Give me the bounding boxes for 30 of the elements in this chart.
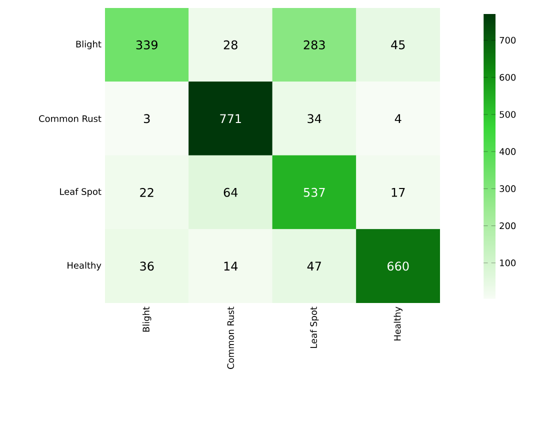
data-label: 45	[391, 40, 405, 50]
x-tick-label: Leaf Spot	[310, 306, 319, 348]
data-label: 14	[224, 262, 238, 270]
y-tick-label: Healthy	[68, 262, 102, 270]
x-tick-label: Blight	[142, 306, 152, 332]
color-bar-label: 400	[500, 148, 516, 155]
data-label: 64	[224, 188, 238, 197]
y-tick-label: Leaf Spot	[60, 188, 102, 197]
color-bar-label: 200	[500, 222, 516, 230]
data-label: 660	[388, 262, 409, 271]
color-bar-label: 500	[500, 111, 516, 118]
color-bar-label: 100	[500, 260, 516, 266]
data-label: 537	[304, 188, 325, 197]
data-label: 3	[144, 114, 150, 124]
x-tick-label: Healthy	[394, 306, 402, 340]
data-label: 771	[220, 114, 241, 123]
data-label: 22	[140, 188, 154, 197]
y-tick-label: Blight	[76, 40, 102, 50]
y-tick-label: Common Rust	[39, 115, 102, 122]
color-bar-label: 600	[500, 74, 516, 81]
data-label: 36	[140, 262, 154, 271]
data-label: 283	[304, 40, 325, 50]
color-bar-label: 300	[500, 185, 516, 192]
data-label: 47	[307, 262, 321, 270]
x-tick-label: Common Rust	[227, 306, 234, 369]
color-bar-label: 700	[500, 36, 516, 44]
data-label: 17	[392, 188, 405, 197]
data-label: 28	[224, 40, 238, 50]
data-label: 4	[394, 114, 402, 123]
data-label: 34	[308, 114, 322, 124]
